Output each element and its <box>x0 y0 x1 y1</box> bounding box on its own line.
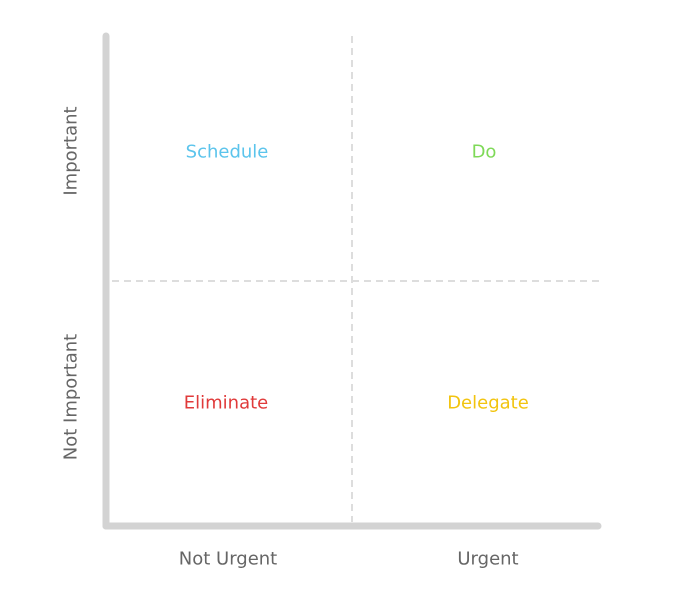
y-axis-label-important: Important <box>60 106 82 196</box>
x-axis-label-urgent: Urgent <box>457 548 519 570</box>
quadrant-schedule-label: Schedule <box>185 141 269 163</box>
x-axis-label-not-urgent: Not Urgent <box>178 548 278 570</box>
quadrant-do-label: Do <box>471 141 497 163</box>
y-axis-label-not-important: Not Important <box>60 333 82 461</box>
quadrant-delegate-label: Delegate <box>447 392 529 414</box>
quadrant-eliminate-label: Eliminate <box>183 392 269 414</box>
